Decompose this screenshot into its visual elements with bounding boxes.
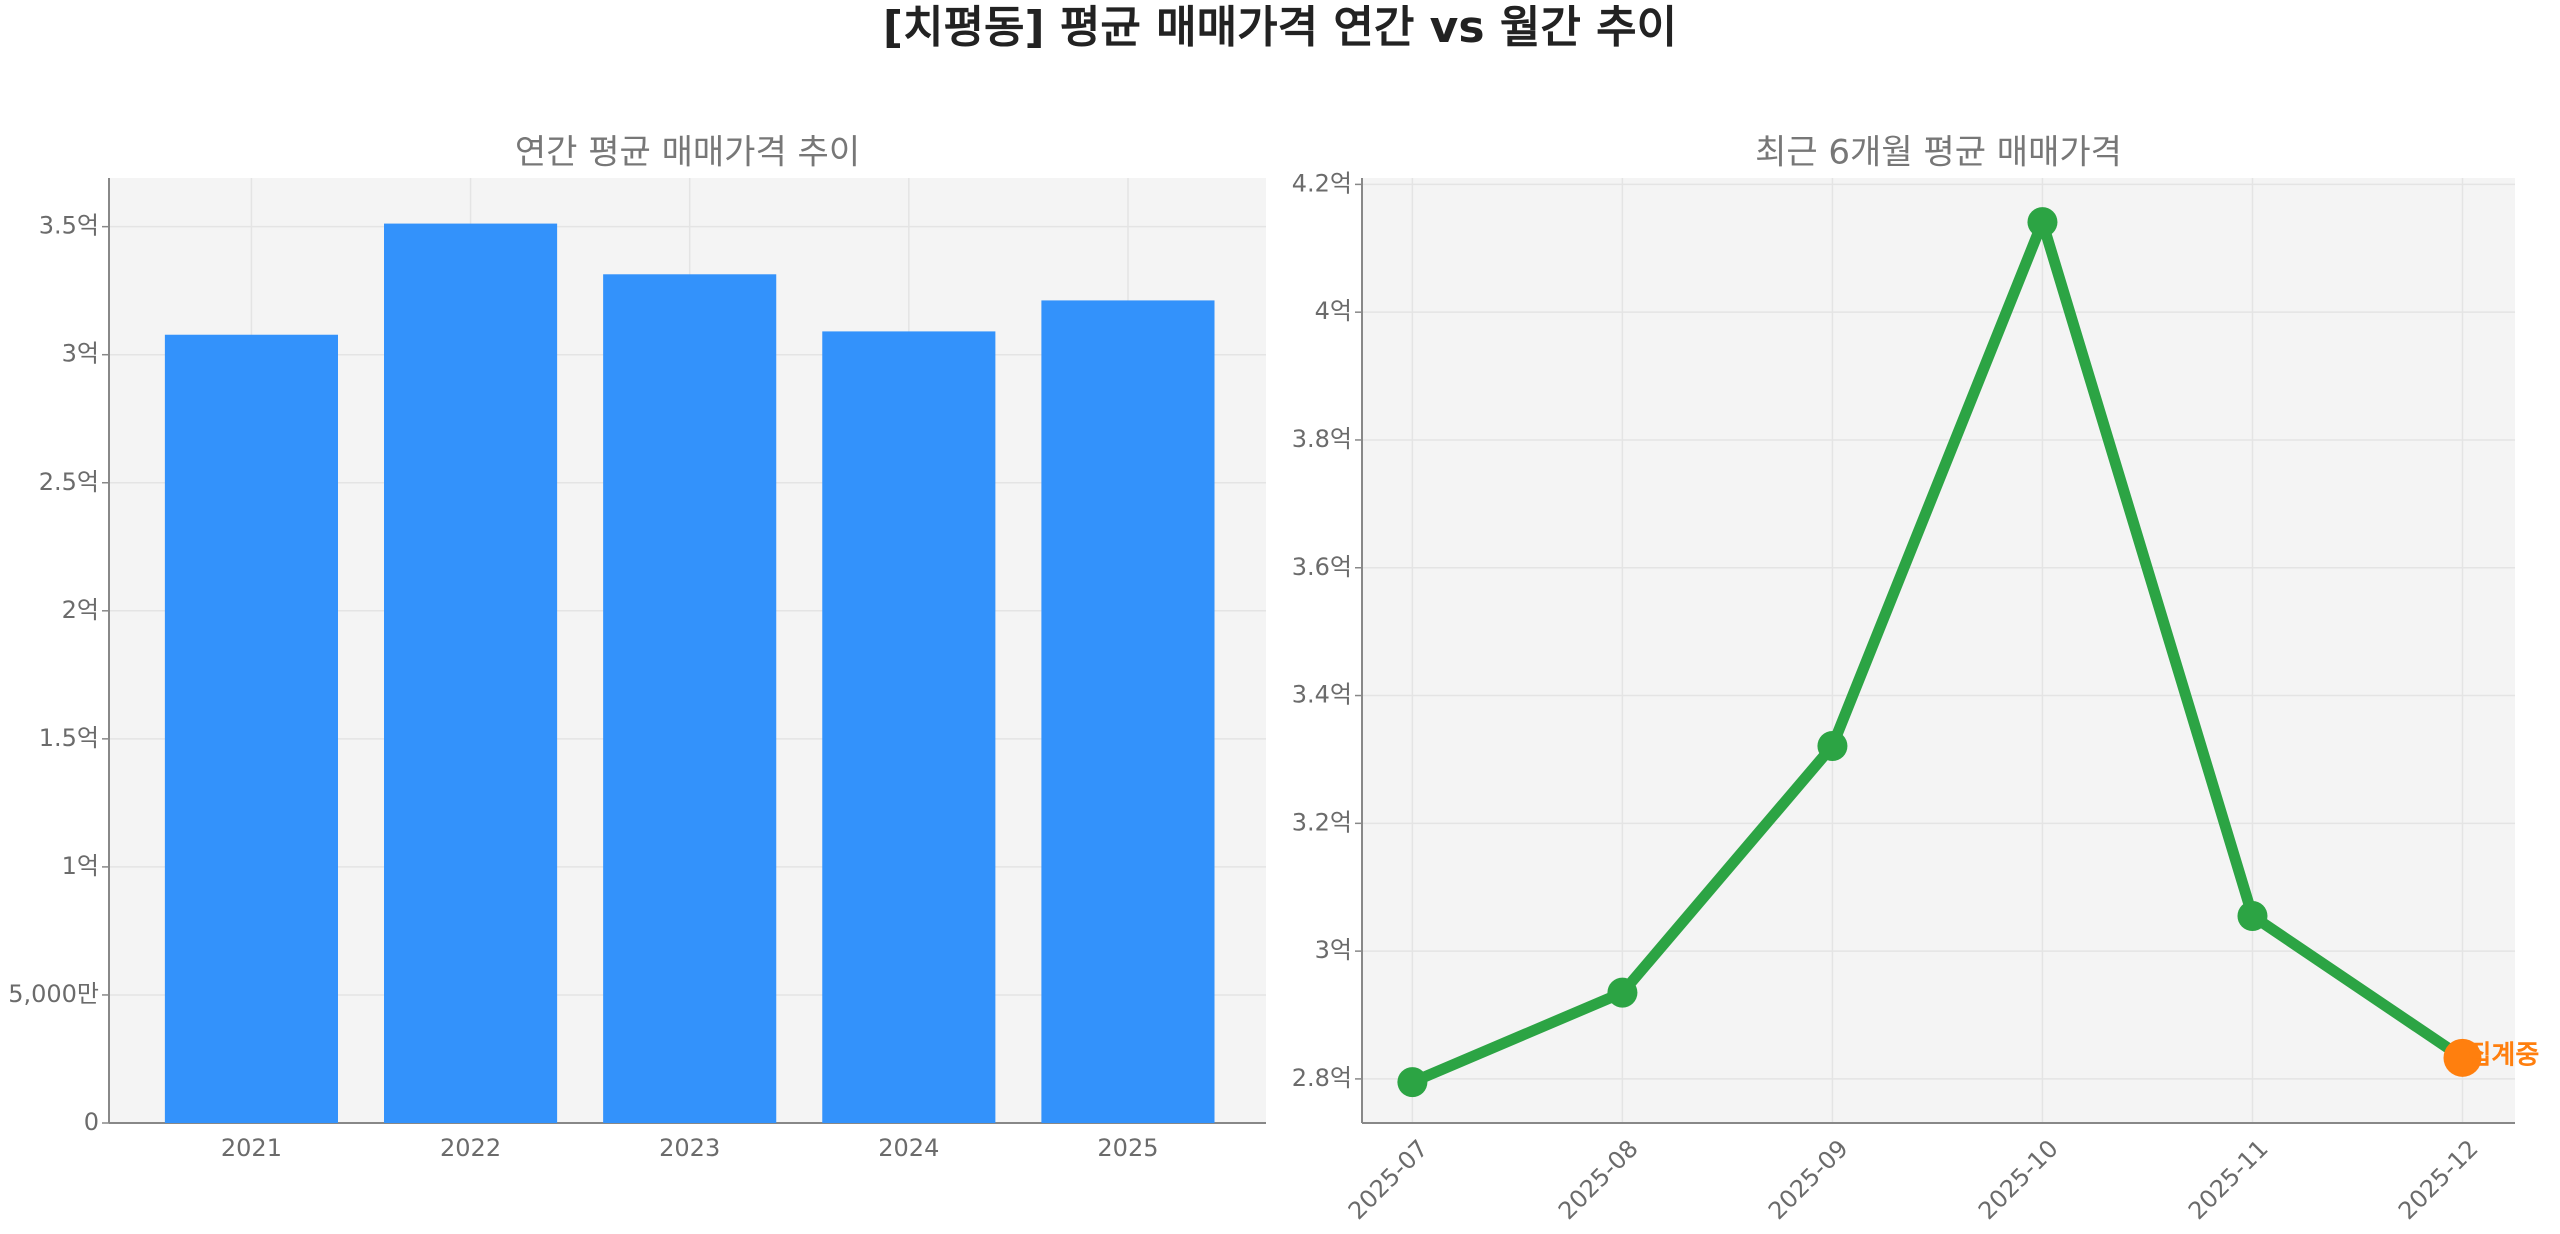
x-tick-label: 2025-12 (2393, 1134, 2484, 1225)
x-tick-label: 2022 (440, 1134, 501, 1162)
y-tick-label: 4억 (1315, 297, 1352, 325)
y-tick-label: 4.2억 (1292, 169, 1352, 197)
point (1607, 977, 1638, 1008)
x-tick-label: 2025-08 (1553, 1134, 1644, 1225)
x-tick-label: 2023 (659, 1134, 720, 1162)
highlight-point (2443, 1038, 2482, 1077)
y-tick-label: 5,000만 (8, 980, 99, 1008)
x-tick-label: 2025-09 (1763, 1134, 1854, 1225)
y-tick-label: 2.8억 (1292, 1064, 1352, 1092)
suptitle: [치평동] 평균 매매가격 연간 vs 월간 추이 (883, 2, 1677, 53)
y-tick-label: 3.4억 (1292, 681, 1352, 709)
y-tick-label: 3.2억 (1292, 808, 1352, 836)
y-tick-label: 1.5억 (39, 724, 99, 752)
point (1817, 731, 1848, 762)
x-tick-label: 2021 (221, 1134, 282, 1162)
bar (384, 223, 558, 1123)
y-tick-label: 1억 (62, 852, 99, 880)
annotation: 집계중 (2467, 1040, 2539, 1070)
chart-title: 최근 6개월 평균 매매가격 (1755, 133, 2122, 173)
point (2027, 207, 2058, 238)
point (1397, 1067, 1428, 1098)
x-tick-label: 2025-11 (2183, 1134, 2274, 1225)
x-tick-label: 2025-10 (1973, 1134, 2064, 1225)
y-tick-label: 3억 (62, 340, 99, 368)
bar (164, 334, 338, 1124)
y-tick-label: 3.8억 (1292, 425, 1352, 453)
y-tick-label: 3.6억 (1292, 553, 1352, 581)
x-tick-label: 2025-07 (1343, 1134, 1434, 1225)
bar (822, 331, 996, 1123)
x-tick-label: 2025 (1097, 1134, 1158, 1162)
y-tick-label: 2억 (62, 596, 99, 624)
chart-title: 연간 평균 매매가격 추이 (515, 133, 860, 173)
bar (1041, 300, 1215, 1123)
y-tick-label: 3.5억 (39, 212, 99, 240)
y-tick-label: 0 (84, 1108, 99, 1136)
bar (603, 274, 777, 1123)
point (2237, 900, 2268, 931)
line (1410, 216, 2466, 1088)
x-tick-label: 2024 (878, 1134, 939, 1162)
y-tick-label: 3억 (1315, 936, 1352, 964)
y-tick-label: 2.5억 (39, 468, 99, 496)
